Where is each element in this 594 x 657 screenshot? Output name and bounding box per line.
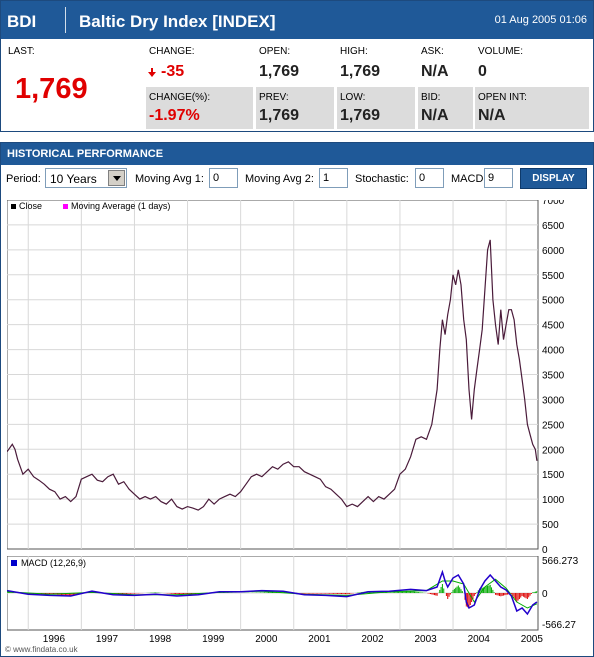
moving-avg-2-input[interactable]: [319, 168, 348, 188]
year-tick: 2005: [521, 634, 544, 644]
stochastic-label: Stochastic:: [355, 173, 409, 185]
chevron-down-icon[interactable]: [108, 170, 125, 186]
instrument-name: Baltic Dry Index [INDEX]: [79, 12, 276, 31]
ticker-symbol: BDI: [7, 12, 37, 31]
low-value: 1,769: [340, 107, 381, 124]
price-y-tick: 3000: [542, 395, 565, 406]
high-label: HIGH:: [340, 46, 368, 57]
close-line: [7, 239, 538, 511]
open-label: OPEN:: [259, 46, 291, 57]
quote-header: BDI Baltic Dry Index [INDEX] 01 Aug 2005…: [1, 1, 593, 39]
open-int-label: OPEN INT:: [478, 92, 527, 103]
bid-value: N/A: [421, 107, 449, 124]
prev-value: 1,769: [259, 107, 300, 124]
display-button[interactable]: DISPLAY: [520, 168, 587, 189]
macd-line: [7, 569, 538, 616]
legend-close-label: Close: [19, 201, 42, 211]
price-y-tick: 6500: [542, 221, 565, 232]
down-arrow-icon: [148, 68, 156, 77]
copyright-text: © www.findata.co.uk: [5, 645, 78, 654]
price-grid: [7, 200, 538, 549]
macd-y-tick: 566.273: [542, 556, 579, 567]
header-divider: [65, 7, 66, 33]
historical-title: HISTORICAL PERFORMANCE: [7, 148, 164, 160]
period-selected-value: 10 Years: [50, 172, 97, 186]
volume-label: VOLUME:: [478, 46, 524, 57]
period-select[interactable]: 10 Years: [45, 168, 127, 188]
bid-cell: [418, 87, 473, 129]
prev-cell: [256, 87, 334, 129]
last-label: LAST:: [8, 46, 35, 57]
legend-close-swatch: [11, 204, 16, 209]
year-tick: 1997: [96, 634, 119, 644]
year-tick: 2002: [361, 634, 384, 644]
price-y-tick: 2500: [542, 420, 565, 431]
legend-ma-swatch: [63, 204, 68, 209]
macd-y-axis: 566.273 0 -566.27: [542, 556, 579, 631]
period-label: Period:: [6, 173, 41, 185]
macd-label: MACD: [451, 173, 484, 185]
price-y-tick: 4500: [542, 321, 565, 332]
ask-label: ASK:: [421, 46, 444, 57]
price-legend: Close Moving Average (1 days): [11, 201, 170, 211]
quote-panel: BDI Baltic Dry Index [INDEX] 01 Aug 2005…: [0, 0, 594, 132]
change-value: -35: [161, 63, 185, 80]
year-axis: 1996 1997 1998 1999 2000 2001 2002 2003 2004 2005: [43, 634, 544, 644]
price-y-tick: 2000: [542, 445, 565, 456]
legend-ma-label: Moving Average (1 days): [71, 201, 170, 211]
stochastic-input[interactable]: [415, 168, 444, 188]
quote-timestamp: 01 Aug 2005 01:06: [494, 14, 587, 26]
price-y-tick: 5500: [542, 271, 565, 282]
year-tick: 2003: [414, 634, 437, 644]
historical-panel: HISTORICAL PERFORMANCE Period: 10 Years …: [0, 142, 594, 657]
price-y-tick: 3500: [542, 371, 565, 382]
change-pct-label: CHANGE(%):: [149, 92, 211, 103]
legend-macd-swatch: [11, 560, 17, 566]
legend-macd-label: MACD (12,26,9): [21, 558, 86, 568]
change-pct-cell: [146, 87, 253, 129]
year-tick: 1999: [202, 634, 225, 644]
macd-y-tick: 0: [542, 589, 548, 600]
volume-value: 0: [478, 63, 487, 80]
year-tick: 2004: [468, 634, 491, 644]
price-y-tick: 1000: [542, 495, 565, 506]
low-cell: [337, 87, 415, 129]
price-y-tick: 500: [542, 520, 559, 531]
year-tick: 1996: [43, 634, 66, 644]
low-label: LOW:: [340, 92, 366, 103]
year-tick: 1998: [149, 634, 172, 644]
price-y-tick: 5000: [542, 296, 565, 307]
prev-label: PREV:: [259, 92, 289, 103]
macd-input[interactable]: [484, 168, 513, 188]
macd-legend: MACD (12,26,9): [11, 558, 86, 568]
high-value: 1,769: [340, 63, 381, 80]
moving-avg-1-input[interactable]: [209, 168, 238, 188]
price-y-tick: 0: [542, 545, 548, 553]
change-label: CHANGE:: [149, 46, 195, 57]
price-y-axis: 0 500 1000 1500 2000 2500 3000 3500 4000 4500 5000…: [542, 200, 565, 553]
historical-header: HISTORICAL PERFORMANCE: [1, 143, 593, 165]
ask-value: N/A: [421, 63, 449, 80]
change-pct-value: -1.97%: [149, 107, 200, 124]
price-y-tick: 4000: [542, 346, 565, 357]
price-y-tick: 6000: [542, 246, 565, 257]
year-tick: 2000: [255, 634, 278, 644]
open-value: 1,769: [259, 63, 300, 80]
last-value: 1,769: [15, 73, 88, 105]
price-y-tick: 7000: [542, 200, 565, 207]
bid-label: BID:: [421, 92, 441, 103]
price-chart: 0 500 1000 1500 2000 2500 3000 3500 4000 4500 5000…: [7, 200, 565, 553]
price-y-tick: 1500: [542, 470, 565, 481]
moving-avg-1-label: Moving Avg 1:: [135, 173, 204, 185]
year-tick: 2001: [308, 634, 331, 644]
moving-avg-2-label: Moving Avg 2:: [245, 173, 314, 185]
macd-y-tick: -566.27: [542, 620, 576, 631]
open-int-cell: [475, 87, 589, 129]
open-int-value: N/A: [478, 107, 506, 124]
